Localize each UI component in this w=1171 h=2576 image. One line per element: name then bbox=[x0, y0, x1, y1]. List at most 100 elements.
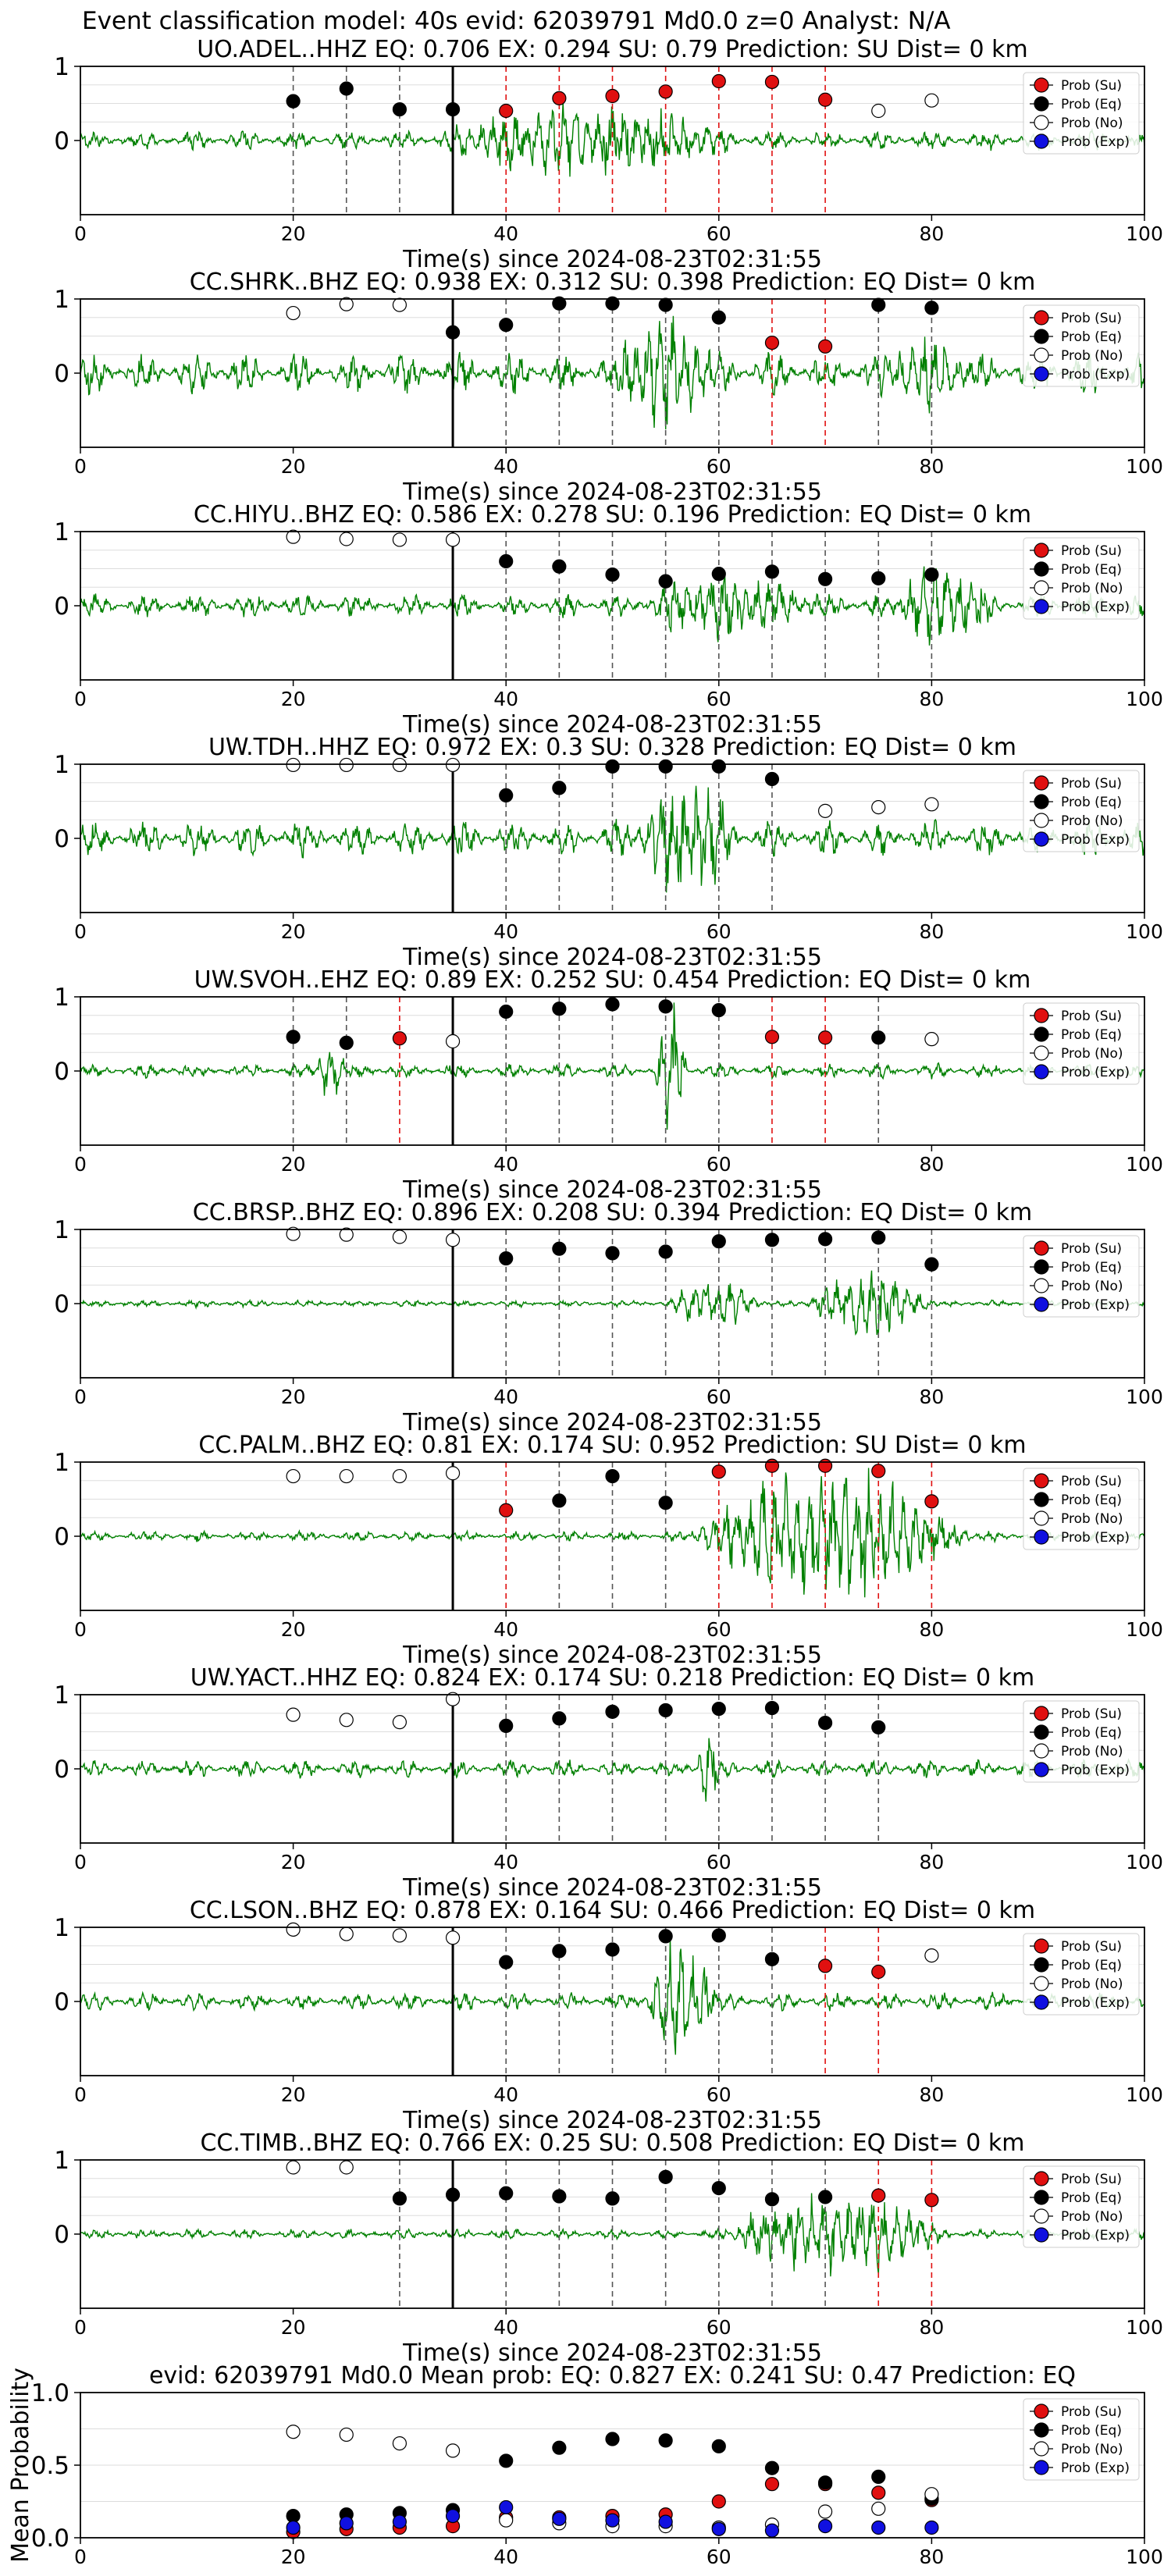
prob-point-no bbox=[339, 532, 354, 546]
x-tick-label: 60 bbox=[707, 1386, 731, 1408]
prob-point-eq bbox=[499, 1718, 514, 1733]
y-tick-label: 1 bbox=[54, 2147, 69, 2175]
legend-label-eq: Prob (Eq) bbox=[1061, 795, 1122, 810]
figure-title: Event classification model: 40s evid: 62… bbox=[82, 7, 951, 35]
panel-title: CC.SHRK..BHZ EQ: 0.938 EX: 0.312 SU: 0.3… bbox=[190, 269, 1036, 296]
y-tick-label: 1 bbox=[54, 1449, 69, 1477]
y-tick-label: 0 bbox=[54, 1756, 69, 1784]
prob-point-eq bbox=[605, 997, 620, 1012]
prob-point-eq bbox=[605, 2191, 620, 2206]
x-tick-label: 20 bbox=[281, 2083, 306, 2106]
y-tick-label: 0 bbox=[54, 360, 69, 388]
prob-point-eq bbox=[817, 2190, 833, 2204]
x-tick-label: 80 bbox=[919, 1153, 944, 1176]
legend-label-no: Prob (No) bbox=[1061, 1511, 1123, 1527]
prob-point-su bbox=[764, 1458, 780, 1473]
legend-label-exp: Prob (Exp) bbox=[1061, 600, 1130, 615]
legend-label-no: Prob (No) bbox=[1061, 813, 1123, 829]
station-panel-cc-lson--bhz: CC.LSON..BHZ EQ: 0.878 EX: 0.164 SU: 0.4… bbox=[54, 1897, 1163, 2134]
x-tick-label: 60 bbox=[707, 455, 731, 478]
x-tick-label: 40 bbox=[493, 1618, 518, 1641]
mean-point-no bbox=[392, 2436, 407, 2451]
prob-point-eq bbox=[711, 310, 726, 325]
station-panel-cc-shrk--bhz: CC.SHRK..BHZ EQ: 0.938 EX: 0.312 SU: 0.3… bbox=[54, 269, 1163, 506]
panel-title: UW.SVOH..EHZ EQ: 0.89 EX: 0.252 SU: 0.45… bbox=[194, 966, 1031, 994]
legend-marker-eq bbox=[1034, 1724, 1049, 1740]
legend-marker-exp bbox=[1034, 1064, 1049, 1080]
legend-label-su: Prob (Su) bbox=[1061, 2404, 1122, 2420]
prob-point-no bbox=[924, 93, 939, 108]
x-tick-label: 100 bbox=[1126, 688, 1163, 710]
prob-point-eq bbox=[658, 574, 673, 589]
legend-marker-exp bbox=[1034, 2227, 1049, 2243]
prob-point-no bbox=[286, 1226, 301, 1241]
prob-point-su bbox=[499, 1503, 514, 1517]
legend-box bbox=[1023, 304, 1140, 387]
prob-point-eq bbox=[658, 1496, 673, 1510]
x-tick-label: 100 bbox=[1126, 920, 1163, 943]
prob-point-eq bbox=[711, 1234, 726, 1249]
prob-point-su bbox=[552, 91, 567, 105]
prob-point-no bbox=[924, 797, 939, 812]
prob-point-eq bbox=[605, 1942, 620, 1957]
prob-point-eq bbox=[711, 1928, 726, 1943]
x-tick-label: 0 bbox=[74, 2083, 87, 2106]
prob-point-eq bbox=[552, 1241, 567, 1256]
mean-point-exp bbox=[605, 2513, 620, 2528]
prob-point-eq bbox=[286, 1030, 301, 1044]
legend-marker-eq bbox=[1034, 2190, 1049, 2205]
legend-label-exp: Prob (Exp) bbox=[1061, 2460, 1130, 2476]
station-panel-cc-brsp--bhz: CC.BRSP..BHZ EQ: 0.896 EX: 0.208 SU: 0.3… bbox=[54, 1199, 1163, 1436]
legend-label-su: Prob (Su) bbox=[1061, 1241, 1122, 1257]
x-tick-label: 20 bbox=[281, 1386, 306, 1408]
prob-point-no bbox=[445, 1930, 461, 1945]
legend-label-no: Prob (No) bbox=[1061, 1744, 1123, 1759]
prob-point-no bbox=[392, 1468, 407, 1484]
prob-point-eq bbox=[605, 1704, 620, 1719]
x-axis-label: Time(s) since 2024-08-23T02:31:55 bbox=[402, 944, 822, 971]
panel-title: CC.TIMB..BHZ EQ: 0.766 EX: 0.25 SU: 0.50… bbox=[200, 2129, 1024, 2157]
x-tick-label: 80 bbox=[919, 1386, 944, 1408]
prob-point-su bbox=[871, 2188, 886, 2203]
prob-point-no bbox=[445, 1233, 461, 1247]
mean-point-eq bbox=[658, 2433, 673, 2448]
legend-marker-eq bbox=[1034, 2422, 1049, 2438]
legend-label-exp: Prob (Exp) bbox=[1061, 1995, 1130, 2011]
legend-box bbox=[1023, 2398, 1140, 2481]
x-tick-label: 40 bbox=[493, 920, 518, 943]
x-tick-label: 40 bbox=[493, 222, 518, 245]
legend-label-no: Prob (No) bbox=[1061, 116, 1123, 131]
x-tick-label: 0 bbox=[74, 2546, 87, 2568]
mean-point-exp bbox=[817, 2519, 833, 2534]
mean-probability-panel: evid: 62039791 Md0.0 Mean prob: EQ: 0.82… bbox=[7, 2362, 1163, 2568]
legend-box bbox=[1023, 537, 1140, 620]
x-tick-label: 20 bbox=[281, 688, 306, 710]
y-tick-label: 0 bbox=[54, 1988, 69, 2016]
prob-point-no bbox=[339, 2160, 354, 2175]
prob-point-eq bbox=[711, 1002, 726, 1018]
panel-title: UO.ADEL..HHZ EQ: 0.706 EX: 0.294 SU: 0.7… bbox=[197, 36, 1028, 63]
prob-point-eq bbox=[499, 2186, 514, 2201]
station-panel-uw-svoh--ehz: UW.SVOH..EHZ EQ: 0.89 EX: 0.252 SU: 0.45… bbox=[54, 966, 1163, 1204]
legend-label-eq: Prob (Eq) bbox=[1061, 1725, 1122, 1741]
station-panel-uo-adel--hhz: UO.ADEL..HHZ EQ: 0.706 EX: 0.294 SU: 0.7… bbox=[54, 36, 1163, 273]
prob-point-eq bbox=[658, 759, 673, 774]
legend-label-eq: Prob (Eq) bbox=[1061, 562, 1122, 578]
prob-point-no bbox=[286, 1707, 301, 1722]
prob-point-eq bbox=[764, 564, 780, 579]
legend-box bbox=[1023, 1002, 1140, 1085]
prob-point-eq bbox=[605, 759, 620, 774]
x-axis-label: Time(s) since 2024-08-23T02:31:55 bbox=[402, 1874, 822, 1902]
x-tick-label: 0 bbox=[74, 1851, 87, 1873]
x-tick-label: 80 bbox=[919, 2083, 944, 2106]
prob-point-eq bbox=[286, 94, 301, 109]
legend-box bbox=[1023, 770, 1140, 852]
prob-point-eq bbox=[339, 81, 354, 96]
prob-point-eq bbox=[817, 1232, 833, 1247]
prob-point-eq bbox=[764, 1233, 780, 1247]
prob-point-eq bbox=[499, 1955, 514, 1969]
prob-point-eq bbox=[871, 1720, 886, 1735]
station-panel-cc-timb--bhz: CC.TIMB..BHZ EQ: 0.766 EX: 0.25 SU: 0.50… bbox=[54, 2129, 1163, 2367]
prob-point-no bbox=[392, 757, 407, 773]
mean-point-exp bbox=[499, 2500, 514, 2515]
